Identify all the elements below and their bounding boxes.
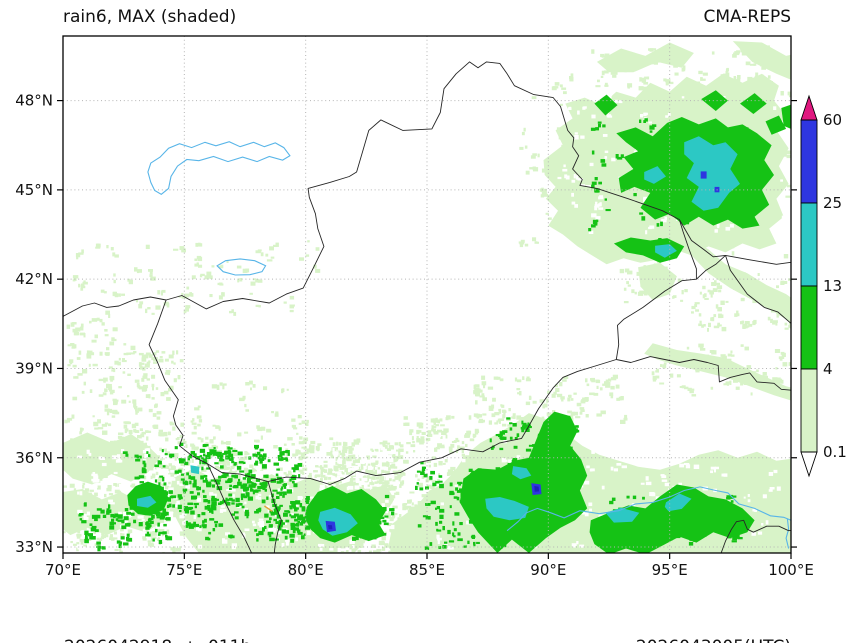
precip-area-level5 (534, 486, 540, 492)
precip-area-level2 (459, 411, 588, 553)
colorbar-tick-label: 13 (823, 277, 842, 295)
colorbar-segment (800, 285, 818, 370)
x-tick-label: 95°E (652, 561, 688, 579)
colorbar: 60 25 13 4 0.1 (800, 94, 847, 478)
precip-area-level2 (589, 484, 755, 553)
precip-speckles (72, 240, 321, 318)
precip-speckles (646, 343, 791, 397)
y-tick-label: 45°N (15, 181, 53, 199)
precip-speckles (178, 447, 303, 498)
model-name-title: CMA-REPS (703, 7, 791, 27)
precip-speckles (591, 45, 773, 88)
precip-speckles (691, 268, 791, 332)
precip-speckles (64, 350, 185, 439)
river-line (785, 518, 790, 549)
axis-labels: 33°N 36°N 39°N 42°N 45°N 48°N 70°E 75°E 80°E 85°E… (15, 92, 814, 579)
y-tick-label: 42°N (15, 270, 53, 288)
colorbar-tick-label: 0.1 (823, 443, 847, 461)
x-tick-label: 100°E (768, 561, 814, 579)
precipitation-shading (63, 41, 791, 553)
map-area: 33°N 36°N 39°N 42°N 45°N 48°N 70°E 75°E 80°E 85°E… (15, 35, 814, 579)
valid-time-utc: 2026043005(UTC) (636, 635, 791, 643)
precip-area-level2 (781, 104, 791, 129)
x-tick-label: 70°E (45, 561, 81, 579)
x-tick-label: 75°E (166, 561, 202, 579)
colorbar-tick-label: 25 (823, 194, 842, 212)
valid-time-block: 2026043005(UTC) 2026043013(CST) (636, 585, 791, 643)
y-tick-label: 39°N (15, 359, 53, 377)
boundary-line (267, 481, 282, 553)
init-time-utc: 2026042918 + 011h (64, 635, 251, 643)
x-tick-label: 90°E (530, 561, 566, 579)
precip-speckles (66, 317, 136, 356)
political-boundaries (63, 61, 791, 553)
colorbar-segment (800, 202, 818, 287)
y-tick-label: 33°N (15, 538, 53, 556)
precip-area-level3 (485, 497, 529, 521)
disputed-boundary-segment (264, 505, 273, 512)
boundary-line (696, 255, 726, 280)
precip-area-light (644, 343, 791, 401)
lakes-and-rivers (147, 141, 791, 549)
boundary-line (616, 356, 791, 391)
precip-area-level2 (701, 90, 728, 111)
precip-area-level4 (700, 171, 707, 179)
colorbar-segment (800, 119, 818, 204)
boundary-line (615, 219, 697, 360)
boundary-line (148, 299, 617, 485)
precip-speckles (468, 374, 628, 427)
plot-title: rain6, MAX (shaded) (63, 7, 237, 27)
boundary-line (725, 255, 791, 324)
precip-speckles (78, 502, 131, 552)
precip-area-level3 (664, 493, 692, 512)
precip-area-level3 (190, 465, 200, 475)
boundary-line (63, 61, 791, 317)
lake-outline (216, 258, 267, 276)
y-tick-label: 36°N (15, 449, 53, 467)
y-tick-label: 48°N (15, 92, 53, 110)
precip-area-level2 (765, 115, 787, 135)
precip-area-level3 (684, 136, 740, 211)
x-tick-label: 80°E (288, 561, 324, 579)
precip-area-level3 (137, 495, 157, 508)
colorbar-over-arrow (800, 94, 818, 121)
grid-lines (63, 36, 791, 553)
precip-speckles (619, 263, 688, 304)
boundary-line (720, 519, 791, 553)
lake-outline (147, 141, 291, 195)
precip-area-level3 (511, 466, 532, 480)
precip-speckles (190, 380, 309, 446)
axis-ticks (57, 99, 797, 559)
precip-area-light (675, 236, 791, 323)
colorbar-tick-label: 4 (823, 360, 833, 378)
precip-area-level2 (594, 94, 618, 116)
colorbar-under-arrow (800, 451, 818, 478)
river-line (506, 486, 791, 532)
precip-area-level3 (655, 244, 677, 258)
precip-speckles (403, 413, 519, 461)
colorbar-tick-label: 60 (823, 111, 842, 129)
colorbar-segment (800, 368, 818, 453)
boundary-line (206, 463, 253, 553)
x-tick-label: 85°E (409, 561, 445, 579)
precip-area-level3 (644, 166, 666, 184)
precip-area-level5 (328, 525, 333, 530)
precip-area-level2 (740, 93, 767, 114)
precip-area-light (596, 42, 694, 73)
init-time-block: 2026042918 + 011h 2026043002 + 011h (64, 585, 251, 643)
